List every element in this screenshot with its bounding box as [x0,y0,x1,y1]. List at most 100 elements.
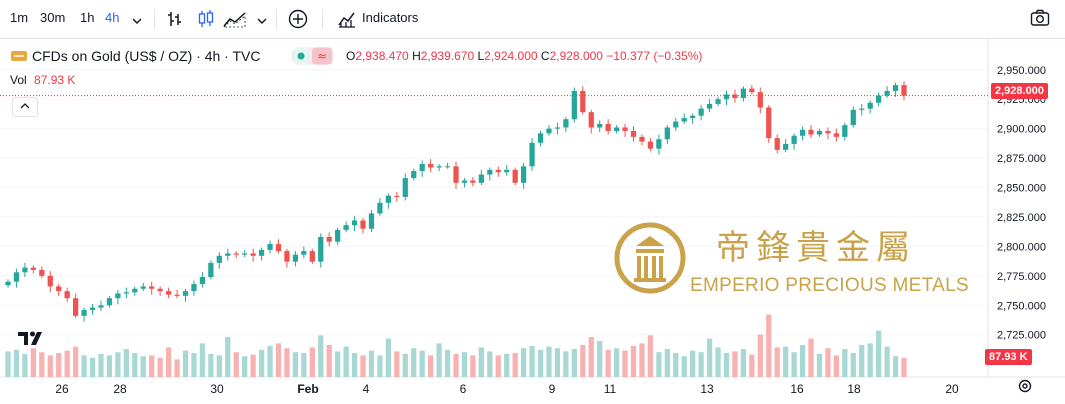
settings-icon[interactable] [1017,378,1033,399]
volume-bar [13,349,20,377]
candle-style-icon[interactable] [197,9,215,34]
candle-body [199,277,206,285]
last-price-tag: 2,928.000 [991,83,1048,99]
candle-body [132,288,138,293]
volume-bar [368,350,375,377]
candle-body [537,133,544,143]
candle-body [656,139,662,149]
area-style-icon[interactable] [223,10,247,33]
candle-body [605,123,611,131]
change-value: −10.377 (−0.35%) [606,49,703,63]
candle-body [529,142,535,167]
volume-bar [225,337,231,377]
volume-bar [301,353,307,377]
x-tick-label: 16 [790,382,804,396]
indicators-button[interactable]: Indicators [362,10,419,25]
symbol-title[interactable]: CFDs on Gold (US$ / OZ) · 4h · TVC [32,48,261,64]
candle-body [318,236,324,262]
x-tick-label: 11 [604,382,617,396]
candle-body [706,103,713,109]
candle-body [115,293,121,299]
interval-1m[interactable]: 1m [10,10,29,25]
volume-bar [740,349,747,377]
y-tick-label: 2,775.000 [997,271,1046,283]
volume-bar [419,350,425,377]
volume-bar [39,352,45,377]
volume-bar [799,345,806,377]
candle-body [309,251,315,262]
price-chart[interactable]: 2,725.000 2,750.000 2,775.000 2,800.000 2,82… [0,39,1065,404]
x-tick-label: 30 [210,382,224,396]
candle-body [546,128,552,134]
interval-30m[interactable]: 30m [40,10,66,25]
candle-body [191,284,197,292]
volume-bar [47,355,53,377]
low-label: L [477,49,485,63]
volume-bar [630,345,637,377]
volume-bar [656,352,662,377]
chevron-down-icon[interactable] [256,13,268,31]
indicators-icon[interactable] [337,10,357,33]
top-toolbar: 1m 30m 1h 4h Indicators [0,0,1065,39]
bar-style-icon[interactable] [166,10,184,33]
candle-body [428,163,434,168]
volume-bar [715,347,721,377]
volume-label: Vol [10,73,27,87]
emperio-logo-icon [614,222,686,299]
volume-bar [783,346,789,377]
volume-bar [250,354,256,377]
volume-bar [816,353,823,377]
candle-body [774,138,780,150]
candle-body [512,169,518,183]
x-tick-label: 4 [363,382,370,396]
volume-bar [309,347,315,377]
volume-bar [284,348,290,377]
volume-bar [470,355,476,377]
volume-bar [537,349,544,377]
volume-bar [664,349,670,377]
interval-4h[interactable]: 4h [105,10,120,25]
volume-bar [580,345,586,377]
volume-tag: 87.93 K [985,349,1032,365]
volume-bar [436,343,442,377]
volume-bar [275,343,282,377]
candle-body [208,262,214,277]
candle-body [149,286,155,289]
close-value: 2,928.000 [549,49,603,63]
volume-bar [546,346,552,377]
chevron-down-icon[interactable] [131,13,143,31]
candle-body [56,286,62,292]
candle-body [165,291,172,295]
x-tick-label: 9 [549,382,556,396]
candle-body [275,244,282,252]
volume-bar [867,343,873,377]
collapse-legend-button[interactable] [12,97,38,117]
volume-bar [723,353,730,377]
volume-bar [242,356,248,377]
candle-body [588,112,594,128]
candle-body [766,107,772,139]
volume-bar [140,356,146,377]
candle-body [495,169,501,173]
camera-icon[interactable] [1030,9,1050,32]
candle-body [757,92,763,108]
watermark-chinese: 帝鋒貴金屬 [716,228,916,268]
candle-body [267,244,273,250]
candle-body [326,236,332,242]
interval-1h[interactable]: 1h [80,10,95,25]
candle-body [715,99,721,104]
volume-bar [766,314,772,377]
tradingview-logo[interactable]: TV [15,328,49,350]
market-status-icon[interactable]: ≈ [291,47,333,70]
candle-body [783,143,789,150]
volume-bar [106,355,113,377]
candle-body [157,288,163,292]
candle-body [453,166,459,183]
open-label: O [346,49,356,63]
volume-bar [267,345,273,377]
candle-body [808,129,814,135]
volume-bar [487,351,493,377]
open-value: 2,938.470 [355,49,409,63]
add-compare-icon[interactable] [288,9,308,34]
watermark-english: EMPERIO PRECIOUS METALS [690,275,969,296]
